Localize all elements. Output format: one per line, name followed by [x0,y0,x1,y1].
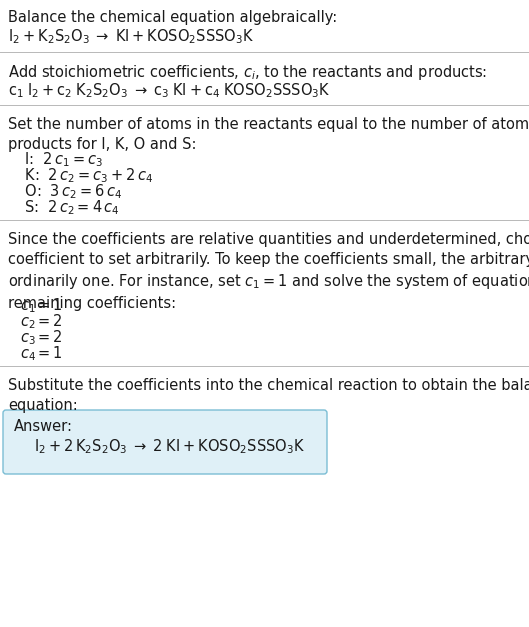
Text: $c_1 = 1$: $c_1 = 1$ [20,296,63,315]
Text: $\mathrm{c_1\; I_2 + c_2\; K_2S_2O_3 \;\rightarrow\; c_3\; KI + c_4\; KOSO_2SSSO: $\mathrm{c_1\; I_2 + c_2\; K_2S_2O_3 \;\… [8,81,331,100]
Text: Add stoichiometric coefficients, $c_i$, to the reactants and products:: Add stoichiometric coefficients, $c_i$, … [8,63,487,83]
Text: K: $\;2\,c_2 = c_3 + 2\,c_4$: K: $\;2\,c_2 = c_3 + 2\,c_4$ [20,166,153,185]
Text: S: $\;2\,c_2 = 4\,c_4$: S: $\;2\,c_2 = 4\,c_4$ [20,198,120,217]
Text: $\mathrm{I_2 + 2\,K_2S_2O_3 \;\rightarrow\; 2\;KI + KOSO_2SSSO_3K}$: $\mathrm{I_2 + 2\,K_2S_2O_3 \;\rightarro… [34,437,305,456]
Text: Balance the chemical equation algebraically:: Balance the chemical equation algebraica… [8,10,338,25]
Text: O: $\;3\,c_2 = 6\,c_4$: O: $\;3\,c_2 = 6\,c_4$ [20,182,122,201]
Text: $\mathrm{I_2 + K_2S_2O_3 \;\rightarrow\; KI + KOSO_2SSSO_3K}$: $\mathrm{I_2 + K_2S_2O_3 \;\rightarrow\;… [8,28,254,46]
FancyBboxPatch shape [3,410,327,474]
Text: I: $\;2\,c_1 = c_3$: I: $\;2\,c_1 = c_3$ [20,150,103,169]
Text: $c_4 = 1$: $c_4 = 1$ [20,344,63,362]
Text: Answer:: Answer: [14,419,73,434]
Text: $c_2 = 2$: $c_2 = 2$ [20,312,63,330]
Text: Since the coefficients are relative quantities and underdetermined, choose a
coe: Since the coefficients are relative quan… [8,232,529,311]
Text: Substitute the coefficients into the chemical reaction to obtain the balanced
eq: Substitute the coefficients into the che… [8,378,529,413]
Text: $c_3 = 2$: $c_3 = 2$ [20,328,63,347]
Text: Set the number of atoms in the reactants equal to the number of atoms in the
pro: Set the number of atoms in the reactants… [8,117,529,152]
